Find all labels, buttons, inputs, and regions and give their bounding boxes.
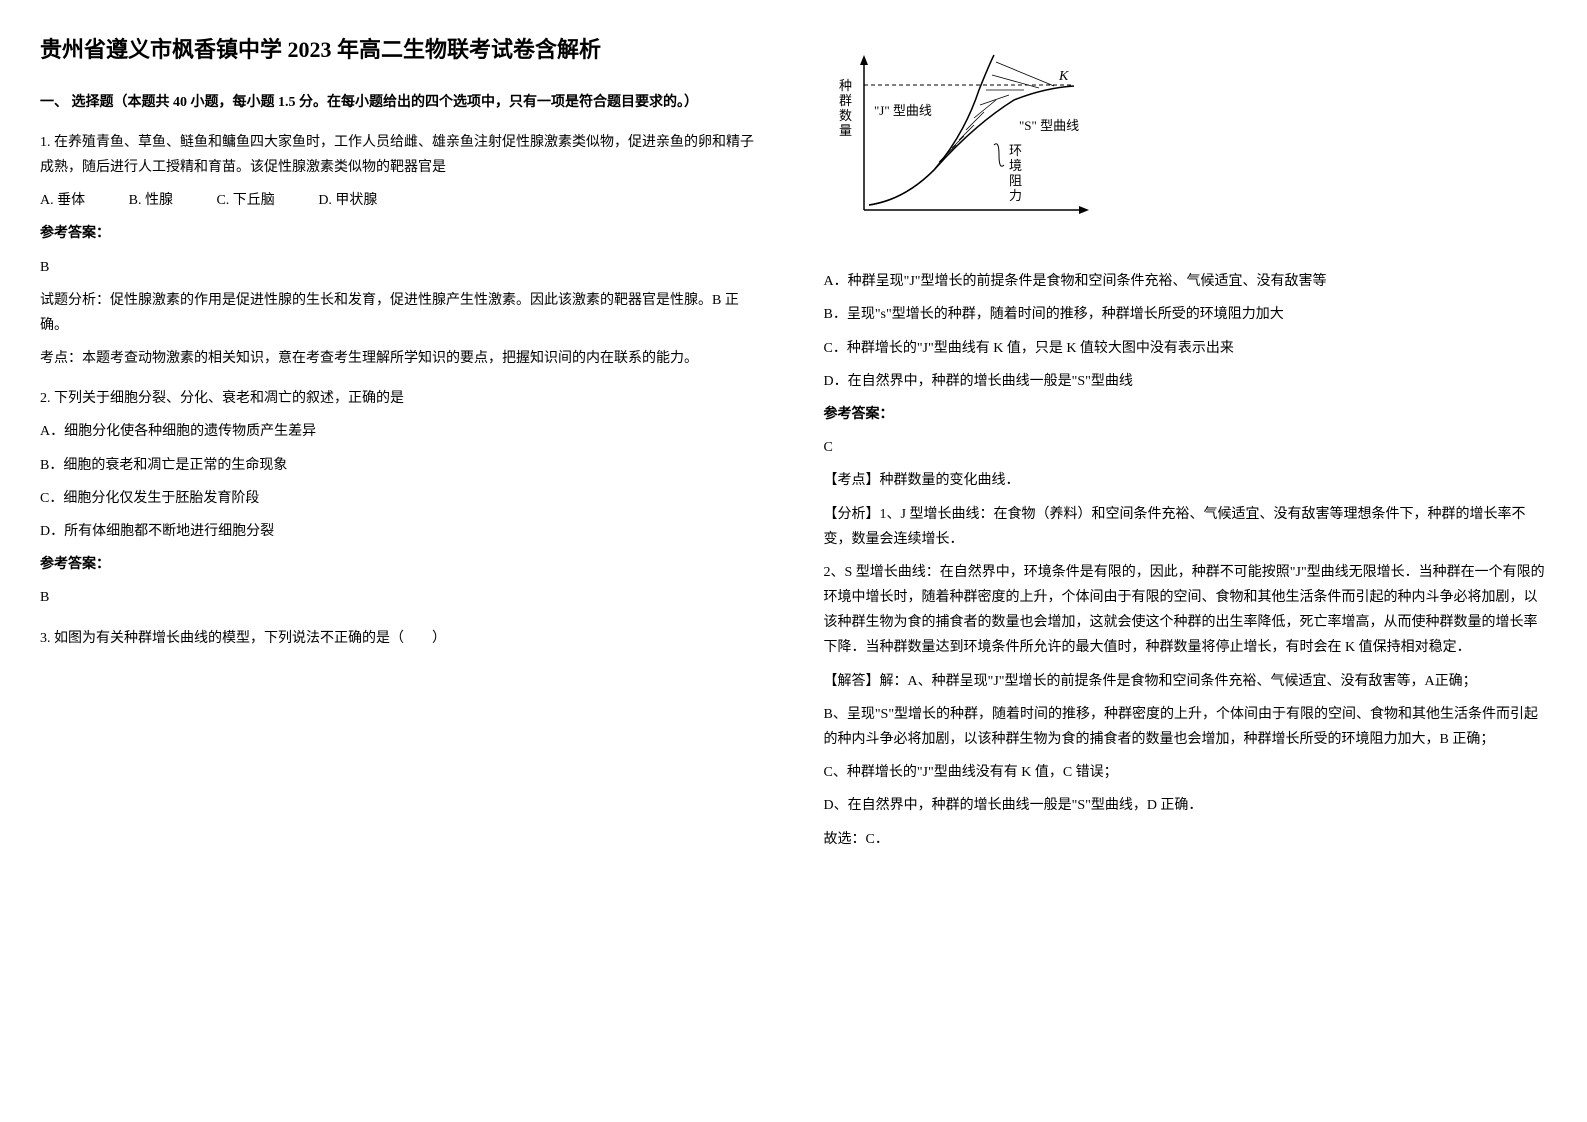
resistance-label-3: 阻 <box>1009 173 1022 188</box>
y-axis-label-2: 群 <box>839 93 852 108</box>
q2-text: 2. 下列关于细胞分裂、分化、衰老和凋亡的叙述，正确的是 <box>40 386 764 411</box>
q1-number: 1. <box>40 135 51 150</box>
s-curve-label: "S" 型曲线 <box>1019 118 1079 133</box>
q3-jieda-d: D、在自然界中，种群的增长曲线一般是"S"型曲线，D 正确． <box>824 793 1548 818</box>
q2-option-c: C．细胞分化仅发生于胚胎发育阶段 <box>40 486 764 511</box>
q2-option-a: A．细胞分化使各种细胞的遗传物质产生差异 <box>40 419 764 444</box>
document-title: 贵州省遵义市枫香镇中学 2023 年高二生物联考试卷含解析 <box>40 30 764 70</box>
q1-option-b: B. 性腺 <box>129 193 173 208</box>
brace <box>994 144 1004 167</box>
j-curve-label: "J" 型曲线 <box>874 103 932 118</box>
q1-answer-label: 参考答案： <box>40 221 764 246</box>
q3-option-d: D．在自然界中，种群的增长曲线一般是"S"型曲线 <box>824 369 1548 394</box>
question-3-start: 3. 如图为有关种群增长曲线的模型，下列说法不正确的是（ ） <box>40 626 764 651</box>
q3-option-b: B．呈现"s"型增长的种群，随着时间的推移，种群增长所受的环境阻力加大 <box>824 302 1548 327</box>
q3-text: 3. 如图为有关种群增长曲线的模型，下列说法不正确的是（ ） <box>40 626 764 651</box>
q1-analysis2: 考点：本题考查动物激素的相关知识，意在考查考生理解所学知识的要点，把握知识间的内… <box>40 346 764 371</box>
j-curve <box>869 55 994 205</box>
q3-option-a: A．种群呈现"J"型增长的前提条件是食物和空间条件充裕、气候适宜、没有敌害等 <box>824 269 1548 294</box>
fenxi-label: 【分析】 <box>824 507 880 522</box>
x-axis-arrow <box>1079 206 1089 214</box>
jieda-label: 【解答】 <box>824 674 880 689</box>
q1-body: 在养殖青鱼、草鱼、鲢鱼和鳙鱼四大家鱼时，工作人员给雌、雄亲鱼注射促性腺激素类似物… <box>40 135 754 175</box>
section-header: 一、 选择题（本题共 40 小题，每小题 1.5 分。在每小题给出的四个选项中，… <box>40 90 764 115</box>
q2-body: 下列关于细胞分裂、分化、衰老和凋亡的叙述，正确的是 <box>54 391 404 406</box>
k-label: K <box>1058 69 1069 84</box>
resistance-label-2: 境 <box>1009 158 1022 173</box>
y-axis-arrow <box>860 55 868 65</box>
q3-fenxi2: 2、S 型增长曲线：在自然界中，环境条件是有限的，因此，种群不可能按照"J"型曲… <box>824 560 1548 661</box>
fenxi1-text: 1、J 型增长曲线：在食物（养料）和空间条件充裕、气候适宜、没有敌害等理想条件下… <box>824 507 1526 547</box>
question-1: 1. 在养殖青鱼、草鱼、鲢鱼和鳙鱼四大家鱼时，工作人员给雌、雄亲鱼注射促性腺激素… <box>40 130 764 372</box>
jieda-a-text: 解：A、种群呈现"J"型增长的前提条件是食物和空间条件充裕、气候适宜、没有敌害等… <box>880 674 1477 689</box>
q3-body: 如图为有关种群增长曲线的模型，下列说法不正确的是（ ） <box>54 631 446 646</box>
q3-fenxi1: 【分析】1、J 型增长曲线：在食物（养料）和空间条件充裕、气候适宜、没有敌害等理… <box>824 502 1548 552</box>
q3-jieda-b: B、呈现"S"型增长的种群，随着时间的推移，种群密度的上升，个体间由于有限的空间… <box>824 702 1548 752</box>
q2-answer: B <box>40 585 764 610</box>
resistance-label-1: 环 <box>1009 143 1022 158</box>
growth-curve-chart: 种 群 数 量 K <box>824 40 1548 249</box>
q3-answer: C <box>824 435 1548 460</box>
kaodian-text: 种群数量的变化曲线． <box>880 473 1020 488</box>
q3-option-c: C．种群增长的"J"型曲线有 K 值，只是 K 值较大图中没有表示出来 <box>824 336 1548 361</box>
q1-answer: B <box>40 255 764 280</box>
q3-kaodian: 【考点】种群数量的变化曲线． <box>824 468 1548 493</box>
q1-option-d: D. 甲状腺 <box>318 193 377 208</box>
q3-conclusion: 故选：C． <box>824 827 1548 852</box>
q1-analysis1: 试题分析：促性腺激素的作用是促进性腺的生长和发育，促进性腺产生性激素。因此该激素… <box>40 288 764 338</box>
q1-text: 1. 在养殖青鱼、草鱼、鲢鱼和鳙鱼四大家鱼时，工作人员给雌、雄亲鱼注射促性腺激素… <box>40 130 764 180</box>
q3-number: 3. <box>40 631 51 646</box>
q2-option-d: D．所有体细胞都不断地进行细胞分裂 <box>40 519 764 544</box>
q2-answer-label: 参考答案： <box>40 552 764 577</box>
resistance-label-4: 力 <box>1009 188 1022 203</box>
question-2: 2. 下列关于细胞分裂、分化、衰老和凋亡的叙述，正确的是 A．细胞分化使各种细胞… <box>40 386 764 610</box>
q1-option-c: C. 下丘脑 <box>216 193 274 208</box>
document-container: 贵州省遵义市枫香镇中学 2023 年高二生物联考试卷含解析 一、 选择题（本题共… <box>40 30 1547 860</box>
q3-jieda-c: C、种群增长的"J"型曲线没有有 K 值，C 错误； <box>824 760 1548 785</box>
chart-svg: 种 群 数 量 K <box>824 40 1104 240</box>
right-column: 种 群 数 量 K <box>824 30 1548 860</box>
q2-option-b: B．细胞的衰老和凋亡是正常的生命现象 <box>40 453 764 478</box>
q1-options: A. 垂体 B. 性腺 C. 下丘脑 D. 甲状腺 <box>40 188 764 213</box>
q2-number: 2. <box>40 391 51 406</box>
y-axis-label-1: 种 <box>839 78 852 93</box>
q3-answer-label: 参考答案： <box>824 402 1548 427</box>
kaodian-label: 【考点】 <box>824 473 880 488</box>
q3-jieda-a: 【解答】解：A、种群呈现"J"型增长的前提条件是食物和空间条件充裕、气候适宜、没… <box>824 669 1548 694</box>
q1-option-a: A. 垂体 <box>40 193 85 208</box>
left-column: 贵州省遵义市枫香镇中学 2023 年高二生物联考试卷含解析 一、 选择题（本题共… <box>40 30 764 860</box>
y-axis-label-3: 数 <box>839 108 852 123</box>
y-axis-label-4: 量 <box>839 123 852 138</box>
